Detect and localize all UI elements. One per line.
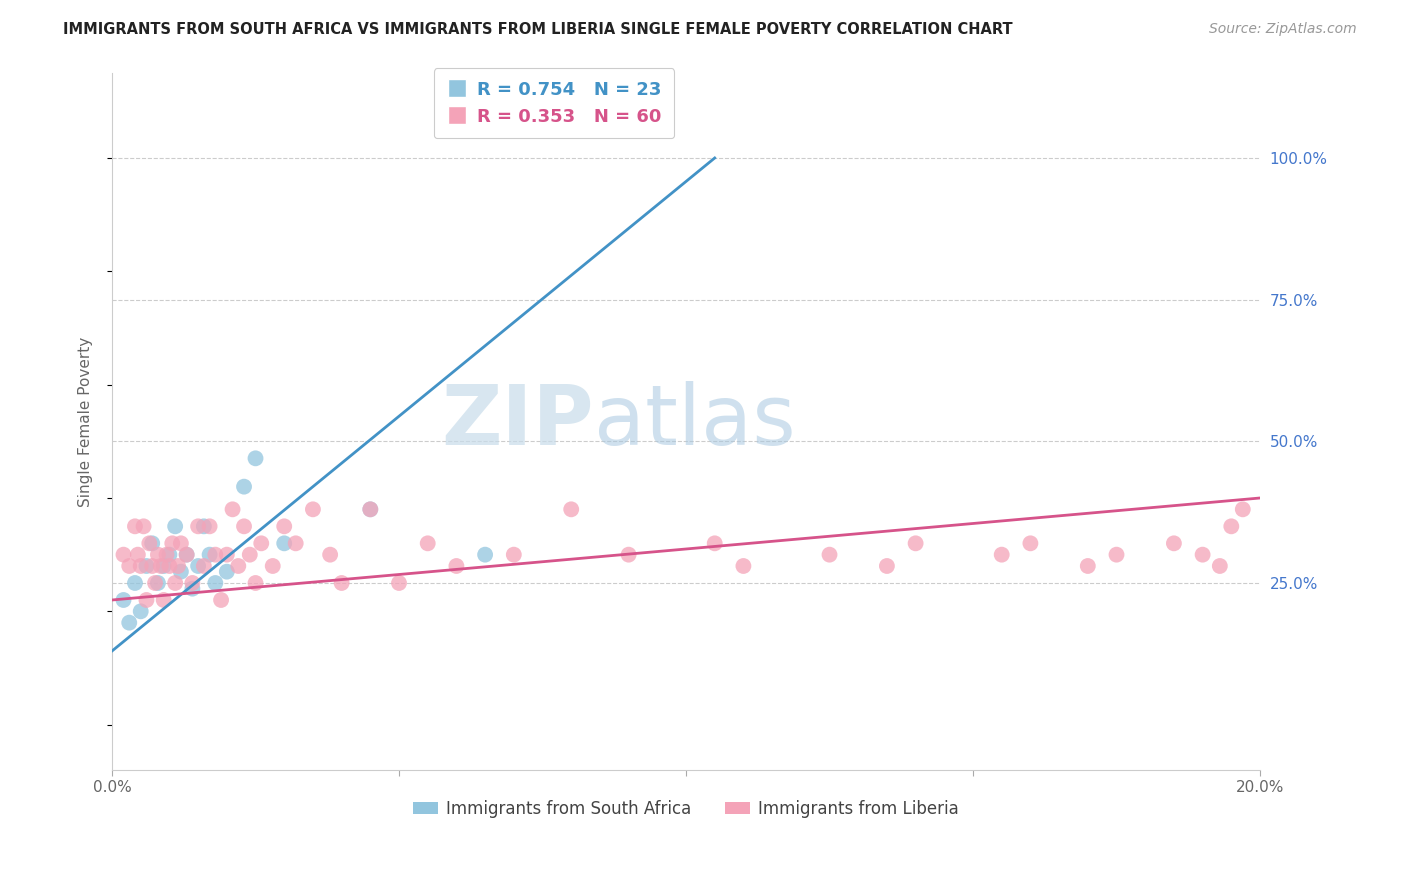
Point xyxy=(262,559,284,574)
Point xyxy=(146,576,169,591)
Point xyxy=(1220,519,1243,533)
Point xyxy=(1232,502,1254,516)
Point xyxy=(118,615,141,630)
Point xyxy=(226,559,249,574)
Point xyxy=(204,548,226,562)
Point xyxy=(132,519,155,533)
Point xyxy=(284,536,307,550)
Point xyxy=(1191,548,1213,562)
Point xyxy=(124,519,146,533)
Text: Source: ZipAtlas.com: Source: ZipAtlas.com xyxy=(1209,22,1357,37)
Point xyxy=(112,548,135,562)
Point xyxy=(129,559,152,574)
Point xyxy=(330,576,353,591)
Point xyxy=(141,536,163,550)
Point xyxy=(273,536,295,550)
Point xyxy=(152,559,174,574)
Point xyxy=(221,502,243,516)
Point xyxy=(876,559,898,574)
Point xyxy=(193,519,215,533)
Point xyxy=(162,536,184,550)
Point xyxy=(187,559,209,574)
Point xyxy=(146,548,169,562)
Point xyxy=(560,502,582,516)
Text: ZIP: ZIP xyxy=(441,381,595,462)
Point xyxy=(416,536,439,550)
Point xyxy=(198,548,221,562)
Point xyxy=(245,451,267,466)
Text: IMMIGRANTS FROM SOUTH AFRICA VS IMMIGRANTS FROM LIBERIA SINGLE FEMALE POVERTY CO: IMMIGRANTS FROM SOUTH AFRICA VS IMMIGRAN… xyxy=(63,22,1012,37)
Point xyxy=(359,502,381,516)
Point xyxy=(990,548,1012,562)
Legend: Immigrants from South Africa, Immigrants from Liberia: Immigrants from South Africa, Immigrants… xyxy=(406,793,966,824)
Point xyxy=(250,536,273,550)
Point xyxy=(446,559,468,574)
Point xyxy=(733,559,755,574)
Point xyxy=(904,536,927,550)
Point xyxy=(388,576,411,591)
Point xyxy=(209,593,232,607)
Point xyxy=(167,559,190,574)
Point xyxy=(165,519,187,533)
Point xyxy=(215,565,238,579)
Point xyxy=(215,548,238,562)
Point xyxy=(193,559,215,574)
Point xyxy=(233,519,256,533)
Point xyxy=(138,536,160,550)
Point xyxy=(617,548,640,562)
Point xyxy=(152,593,174,607)
Point xyxy=(204,576,226,591)
Point xyxy=(124,576,146,591)
Point xyxy=(703,536,725,550)
Point xyxy=(127,548,149,562)
Point xyxy=(319,548,342,562)
Point xyxy=(112,593,135,607)
Point xyxy=(187,519,209,533)
Point xyxy=(245,576,267,591)
Point xyxy=(170,565,193,579)
Point xyxy=(233,480,256,494)
Point xyxy=(1019,536,1042,550)
Y-axis label: Single Female Poverty: Single Female Poverty xyxy=(79,336,93,507)
Point xyxy=(359,502,381,516)
Point xyxy=(176,548,198,562)
Point xyxy=(176,548,198,562)
Text: atlas: atlas xyxy=(595,381,796,462)
Point xyxy=(165,576,187,591)
Point xyxy=(135,559,157,574)
Point xyxy=(149,559,172,574)
Point xyxy=(181,576,204,591)
Point xyxy=(1077,559,1099,574)
Point xyxy=(474,548,496,562)
Point xyxy=(1105,548,1128,562)
Point xyxy=(118,559,141,574)
Point xyxy=(135,593,157,607)
Point xyxy=(1163,536,1185,550)
Point xyxy=(181,582,204,596)
Point xyxy=(239,548,262,562)
Point xyxy=(502,548,524,562)
Point xyxy=(157,559,180,574)
Point xyxy=(302,502,325,516)
Point xyxy=(273,519,295,533)
Point xyxy=(155,548,177,562)
Point xyxy=(157,548,180,562)
Point xyxy=(1209,559,1232,574)
Point xyxy=(129,604,152,618)
Point xyxy=(818,548,841,562)
Point xyxy=(198,519,221,533)
Point xyxy=(170,536,193,550)
Point xyxy=(143,576,166,591)
Point xyxy=(141,559,163,574)
